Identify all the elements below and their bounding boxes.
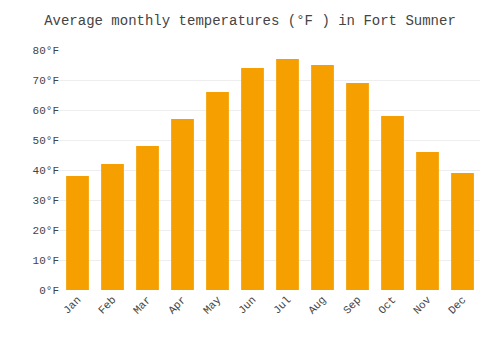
svg-text:Jun: Jun — [236, 294, 258, 316]
svg-text:30°F: 30°F — [33, 195, 59, 207]
svg-text:40°F: 40°F — [33, 165, 59, 177]
svg-text:0°F: 0°F — [39, 285, 59, 297]
svg-text:May: May — [201, 294, 224, 317]
svg-text:Jan: Jan — [61, 294, 83, 316]
svg-text:Dec: Dec — [446, 294, 468, 316]
svg-text:Mar: Mar — [131, 294, 153, 316]
svg-text:Sep: Sep — [341, 294, 363, 316]
svg-text:10°F: 10°F — [33, 255, 59, 267]
svg-text:80°F: 80°F — [33, 45, 59, 57]
svg-text:20°F: 20°F — [33, 225, 59, 237]
svg-text:Aug: Aug — [306, 294, 328, 316]
svg-text:Average monthly temperatures (: Average monthly temperatures (°F ) in Fo… — [44, 13, 456, 29]
svg-text:Oct: Oct — [376, 294, 398, 316]
svg-text:Feb: Feb — [96, 294, 118, 316]
svg-text:50°F: 50°F — [33, 135, 59, 147]
svg-text:Nov: Nov — [411, 294, 434, 317]
svg-text:Apr: Apr — [166, 294, 188, 316]
svg-text:60°F: 60°F — [33, 105, 59, 117]
svg-text:Jul: Jul — [271, 294, 293, 316]
svg-text:70°F: 70°F — [33, 75, 59, 87]
